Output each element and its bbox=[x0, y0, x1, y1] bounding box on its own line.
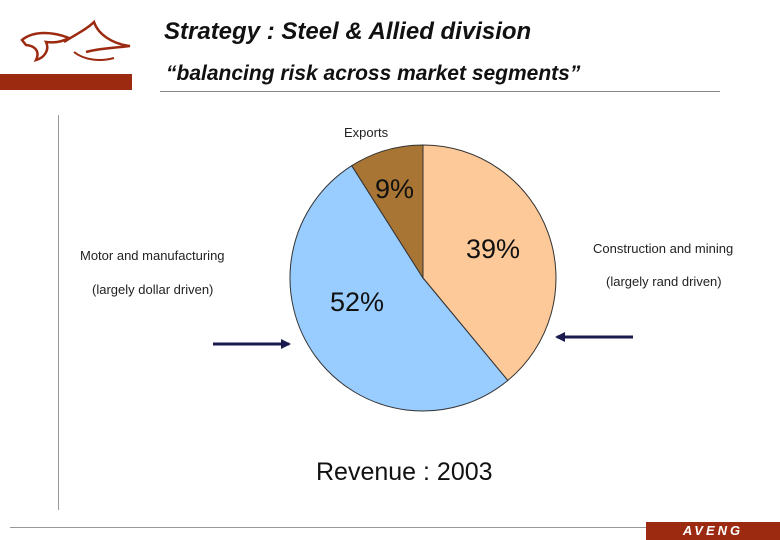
bird-logo-icon bbox=[20, 19, 131, 62]
left-divider bbox=[58, 115, 59, 510]
data-label-motor: 52% bbox=[330, 287, 385, 317]
slice-label-construction: Construction and mining bbox=[593, 241, 734, 256]
slice-construction bbox=[422, 144, 557, 382]
slice-sublabel-motor: (largely dollar driven) bbox=[92, 282, 214, 297]
brand-logo: AVENG bbox=[646, 522, 780, 540]
logo-accent-bar bbox=[0, 74, 132, 90]
data-label-exports: 9% bbox=[375, 174, 415, 204]
slice-motor bbox=[289, 165, 509, 412]
chart-title: Revenue : 2003 bbox=[316, 458, 493, 486]
page-title: Strategy : Steel & Allied division bbox=[164, 18, 532, 45]
data-label-construction: 39% bbox=[466, 234, 521, 264]
footer-divider bbox=[10, 527, 646, 528]
slice-label-motor: Motor and manufacturing bbox=[80, 248, 225, 263]
slice-exports bbox=[351, 144, 424, 280]
slice-sublabel-construction: (largely rand driven) bbox=[606, 274, 722, 289]
title-divider bbox=[160, 91, 720, 92]
page-subtitle: “balancing risk across market segments” bbox=[166, 62, 581, 85]
slice-label-exports: Exports bbox=[344, 125, 389, 140]
